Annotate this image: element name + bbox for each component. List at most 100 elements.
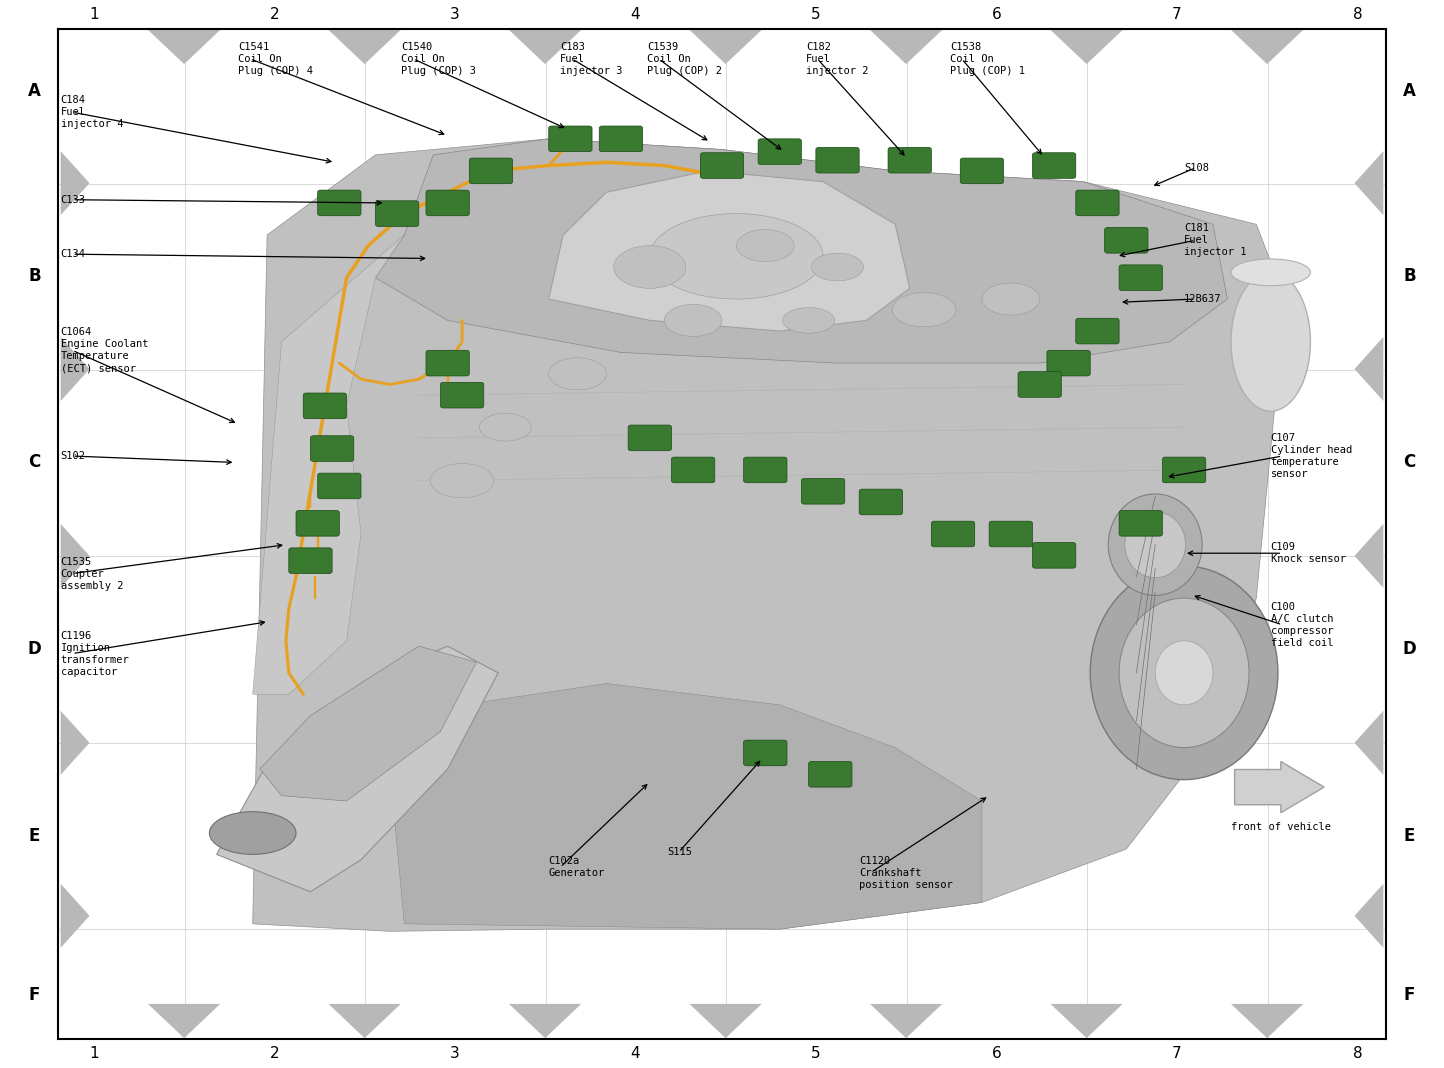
Text: 5: 5 — [812, 7, 820, 22]
FancyBboxPatch shape — [931, 521, 975, 547]
Polygon shape — [1050, 30, 1122, 64]
Text: A: A — [1404, 82, 1415, 99]
Polygon shape — [1354, 884, 1383, 948]
Text: S102: S102 — [61, 451, 85, 461]
Text: B: B — [1404, 267, 1415, 284]
Ellipse shape — [650, 214, 823, 299]
Text: 4: 4 — [631, 1046, 640, 1061]
FancyBboxPatch shape — [1047, 350, 1090, 376]
FancyBboxPatch shape — [426, 350, 469, 376]
Text: C184
Fuel
injector 4: C184 Fuel injector 4 — [61, 95, 123, 129]
Text: 6: 6 — [992, 7, 1001, 22]
Text: C181
Fuel
injector 1: C181 Fuel injector 1 — [1184, 223, 1246, 257]
Ellipse shape — [1230, 272, 1310, 411]
Text: A: A — [29, 82, 40, 99]
Text: C1196
Ignition
transformer
capacitor: C1196 Ignition transformer capacitor — [61, 630, 130, 677]
Text: C109
Knock sensor: C109 Knock sensor — [1271, 543, 1346, 564]
FancyBboxPatch shape — [375, 201, 419, 226]
Polygon shape — [689, 1004, 761, 1038]
Polygon shape — [260, 646, 477, 801]
Text: C1539
Coil On
Plug (COP) 2: C1539 Coil On Plug (COP) 2 — [647, 42, 722, 76]
Polygon shape — [147, 1004, 219, 1038]
Text: 8: 8 — [1353, 1046, 1362, 1061]
Text: front of vehicle: front of vehicle — [1230, 822, 1331, 832]
FancyBboxPatch shape — [1105, 227, 1148, 253]
Polygon shape — [1230, 30, 1302, 64]
Text: S108: S108 — [1184, 162, 1209, 173]
Text: 12B637: 12B637 — [1184, 294, 1222, 304]
Polygon shape — [1354, 151, 1383, 216]
Polygon shape — [549, 171, 910, 331]
Ellipse shape — [1125, 512, 1186, 578]
FancyBboxPatch shape — [809, 761, 852, 787]
Polygon shape — [1354, 524, 1383, 587]
Text: 5: 5 — [812, 1046, 820, 1061]
Ellipse shape — [1230, 260, 1310, 286]
Text: C: C — [29, 454, 40, 471]
FancyBboxPatch shape — [318, 190, 361, 216]
Text: 1: 1 — [90, 1046, 98, 1061]
Text: C182
Fuel
injector 2: C182 Fuel injector 2 — [806, 42, 868, 76]
Ellipse shape — [812, 253, 864, 281]
Text: D: D — [27, 641, 42, 658]
FancyBboxPatch shape — [1032, 153, 1076, 178]
FancyBboxPatch shape — [1162, 457, 1206, 483]
Ellipse shape — [892, 293, 956, 327]
Polygon shape — [1354, 336, 1383, 402]
Ellipse shape — [982, 283, 1040, 315]
Text: C107
Cylinder head
temperature
sensor: C107 Cylinder head temperature sensor — [1271, 433, 1352, 480]
Polygon shape — [390, 684, 982, 929]
Polygon shape — [508, 30, 580, 64]
Ellipse shape — [1155, 641, 1213, 705]
Text: 3: 3 — [451, 1046, 459, 1061]
FancyBboxPatch shape — [310, 436, 354, 461]
FancyBboxPatch shape — [440, 382, 484, 408]
FancyBboxPatch shape — [700, 153, 744, 178]
FancyBboxPatch shape — [989, 521, 1032, 547]
Text: C1120
Crankshaft
position sensor: C1120 Crankshaft position sensor — [859, 855, 953, 890]
Polygon shape — [147, 30, 219, 64]
Polygon shape — [61, 711, 90, 775]
Ellipse shape — [430, 464, 494, 498]
Polygon shape — [217, 646, 498, 892]
FancyBboxPatch shape — [296, 511, 339, 536]
FancyBboxPatch shape — [1076, 318, 1119, 344]
Ellipse shape — [1108, 493, 1201, 596]
FancyBboxPatch shape — [1119, 511, 1162, 536]
Polygon shape — [869, 30, 941, 64]
Polygon shape — [1230, 1004, 1302, 1038]
Polygon shape — [328, 30, 400, 64]
Polygon shape — [61, 884, 90, 948]
FancyBboxPatch shape — [1032, 543, 1076, 568]
Text: F: F — [29, 987, 40, 1004]
Ellipse shape — [736, 230, 794, 262]
Text: 7: 7 — [1173, 7, 1181, 22]
Text: 2: 2 — [270, 7, 279, 22]
Text: C183
Fuel
injector 3: C183 Fuel injector 3 — [560, 42, 622, 76]
Text: 8: 8 — [1353, 7, 1362, 22]
FancyBboxPatch shape — [1119, 265, 1162, 290]
Text: C100
A/C clutch
compressor
field coil: C100 A/C clutch compressor field coil — [1271, 601, 1333, 648]
Text: E: E — [29, 828, 40, 845]
Ellipse shape — [1119, 598, 1249, 748]
Text: C1540
Coil On
Plug (COP) 3: C1540 Coil On Plug (COP) 3 — [401, 42, 477, 76]
FancyBboxPatch shape — [303, 393, 347, 419]
Polygon shape — [375, 139, 1227, 363]
Ellipse shape — [1090, 566, 1278, 780]
Text: B: B — [29, 267, 40, 284]
Ellipse shape — [614, 246, 686, 288]
Text: C1541
Coil On
Plug (COP) 4: C1541 Coil On Plug (COP) 4 — [238, 42, 313, 76]
FancyBboxPatch shape — [289, 548, 332, 574]
FancyBboxPatch shape — [469, 158, 513, 184]
Ellipse shape — [209, 812, 296, 854]
FancyBboxPatch shape — [801, 478, 845, 504]
Text: C133: C133 — [61, 194, 85, 205]
FancyBboxPatch shape — [318, 473, 361, 499]
Text: 2: 2 — [270, 1046, 279, 1061]
FancyBboxPatch shape — [960, 158, 1004, 184]
FancyBboxPatch shape — [628, 425, 671, 451]
FancyBboxPatch shape — [859, 489, 902, 515]
Text: C134: C134 — [61, 249, 85, 260]
FancyBboxPatch shape — [599, 126, 643, 152]
FancyBboxPatch shape — [549, 126, 592, 152]
